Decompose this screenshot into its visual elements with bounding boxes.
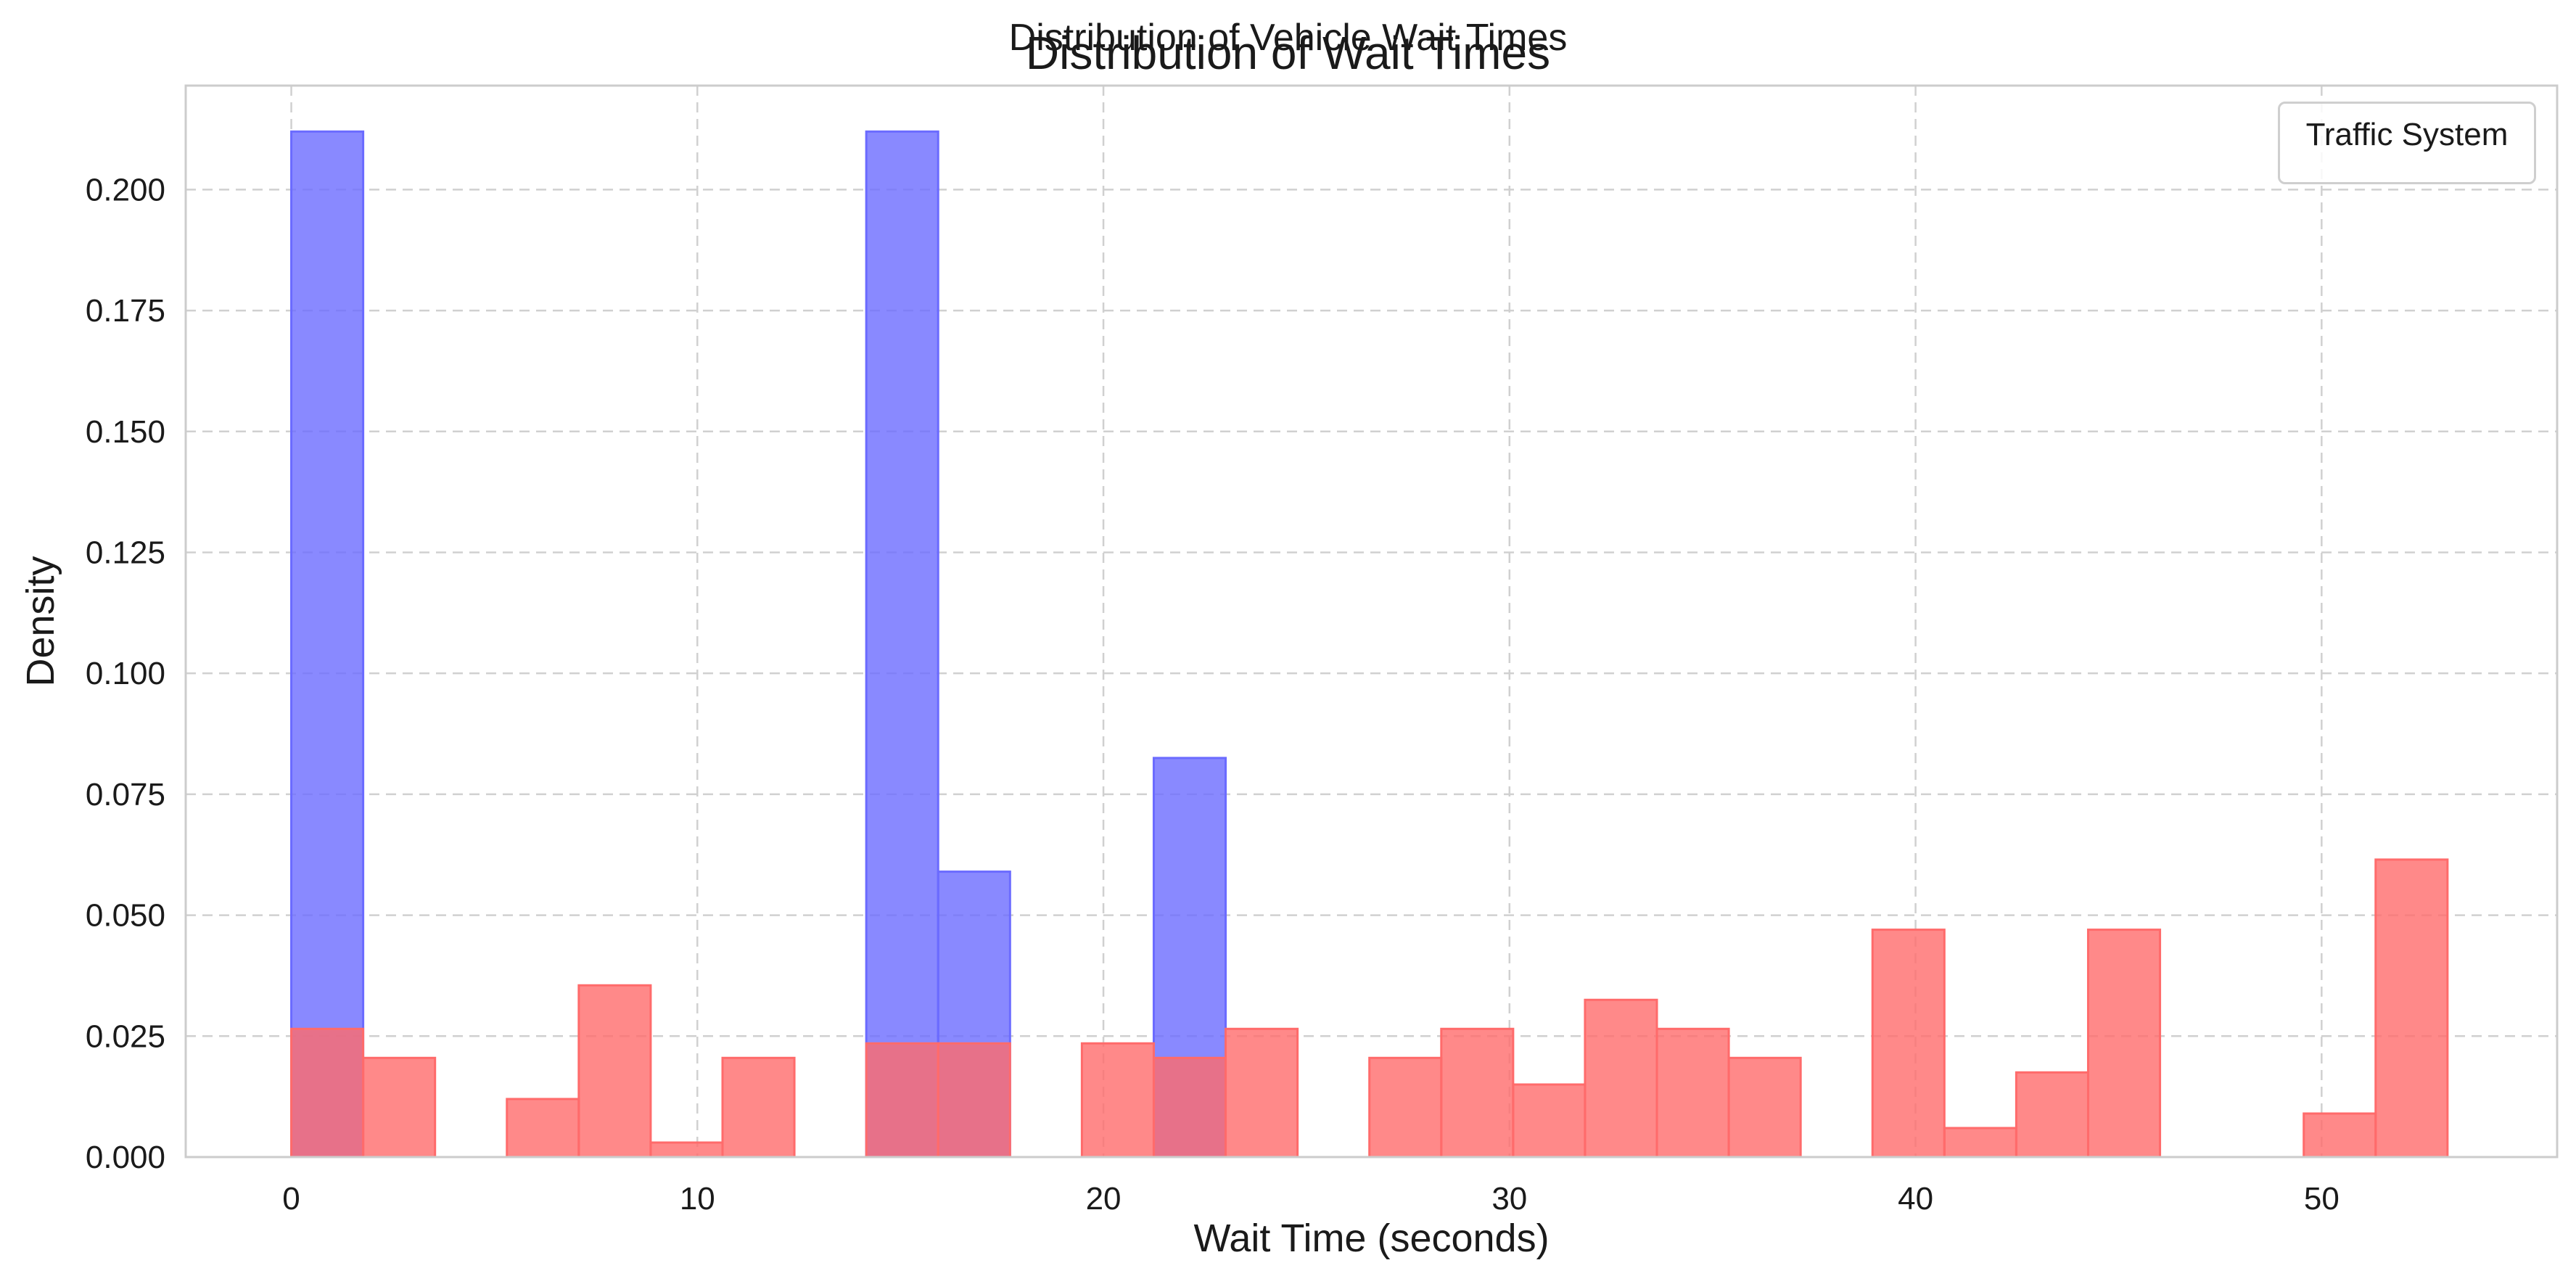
histogram-bar-series-2	[1080, 1042, 1155, 1159]
histogram-bar-series-2	[1152, 1056, 1227, 1159]
histogram-bar-series-2	[1440, 1027, 1515, 1159]
histogram-bar-series-2	[649, 1141, 724, 1159]
y-tick-label: 0.175	[86, 293, 165, 329]
histogram-bar-series-2	[1871, 929, 1946, 1159]
plot-frame	[184, 84, 2559, 1159]
y-tick-label: 0.025	[86, 1018, 165, 1054]
y-tick-label: 0.200	[86, 172, 165, 207]
histogram-bar-series-2	[721, 1056, 796, 1159]
histogram-bar-series-1	[865, 130, 939, 1159]
legend-title: Traffic System	[2305, 117, 2509, 152]
x-tick-label: 50	[2304, 1181, 2340, 1217]
histogram-bar-series-2	[2015, 1071, 2089, 1159]
legend: Traffic System	[2278, 102, 2536, 184]
x-tick-label: 0	[282, 1181, 300, 1217]
histogram-bar-series-2	[290, 1027, 365, 1159]
y-tick-label: 0.100	[86, 656, 165, 691]
y-tick-label: 0.150	[86, 414, 165, 450]
histogram-bar-series-2	[1225, 1027, 1299, 1159]
y-tick-label: 0.125	[86, 535, 165, 570]
histogram-bar-series-2	[1512, 1083, 1587, 1159]
y-tick-label: 0.000	[86, 1140, 165, 1175]
histogram-bar-series-2	[865, 1042, 939, 1159]
figure-suptitle: Distribution of Vehicle Wait Times	[1008, 17, 1568, 59]
x-tick-label: 30	[1491, 1181, 1527, 1217]
histogram-bar-series-2	[577, 984, 652, 1159]
x-axis-label: Wait Time (seconds)	[1193, 1217, 1549, 1260]
histogram-bar-series-2	[1727, 1056, 1802, 1159]
y-axis-label: Density	[19, 556, 62, 686]
histogram-bar-series-2	[1368, 1056, 1443, 1159]
histogram-bar-series-2	[362, 1056, 437, 1159]
histogram-bar-series-2	[1655, 1027, 1730, 1159]
y-tick-label: 0.075	[86, 777, 165, 812]
histogram-bar-series-1	[290, 130, 365, 1159]
histogram-bar-series-2	[2303, 1112, 2377, 1159]
x-tick-label: 10	[680, 1181, 715, 1217]
histogram-bar-series-2	[2374, 858, 2449, 1159]
histogram-bar-series-2	[937, 1042, 1011, 1159]
histogram-bar-series-2	[1584, 998, 1658, 1159]
y-tick-label: 0.050	[86, 898, 165, 934]
x-tick-label: 20	[1086, 1181, 1122, 1217]
chart-title: Distribution of Wait Times	[1025, 27, 1551, 79]
histogram-bar-series-2	[506, 1098, 580, 1159]
x-tick-label: 40	[1898, 1181, 1933, 1217]
histogram-bar-series-2	[1943, 1127, 2017, 1159]
histogram-bar-series-2	[2086, 929, 2162, 1159]
